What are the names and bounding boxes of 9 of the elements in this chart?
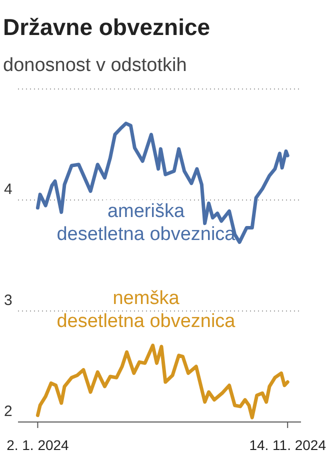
series-label: ameriška desetletna obveznica (56, 200, 236, 245)
chart-subtitle: donosnost v odstotkih (3, 55, 187, 77)
series-label: nemška desetletna obveznica (56, 287, 236, 332)
y-tick-label: 2 (4, 403, 12, 420)
x-tick-label: 2. 1. 2024 (6, 437, 70, 453)
x-tick-label: 14. 11. 2024 (249, 437, 326, 453)
y-tick-label: 3 (4, 292, 12, 309)
y-tick-label: 4 (4, 181, 12, 198)
chart-title: Državne obveznice (3, 14, 210, 41)
